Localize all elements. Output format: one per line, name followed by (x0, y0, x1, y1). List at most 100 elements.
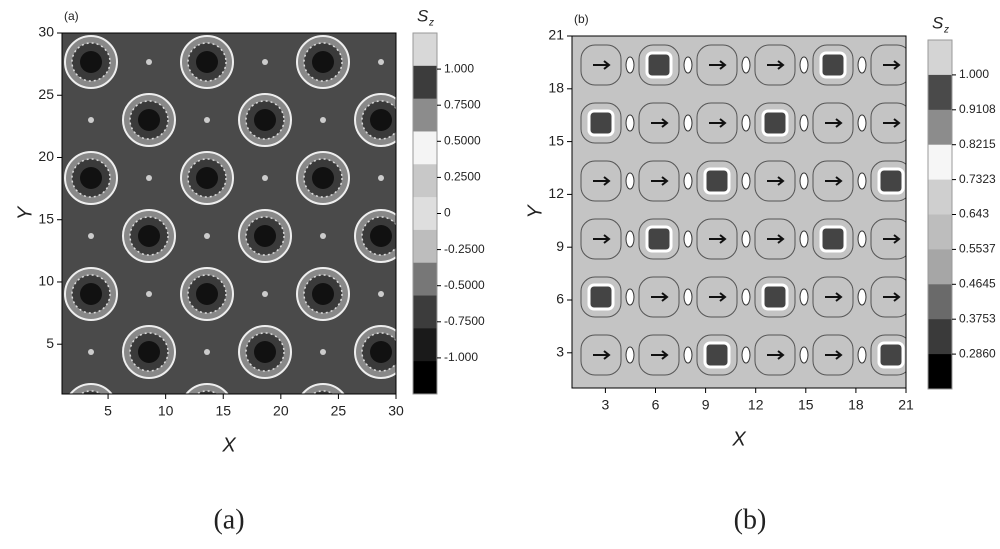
texture-arrow (767, 60, 785, 70)
colorbar-band (413, 295, 437, 329)
texture-cell (870, 334, 906, 376)
y-tick-label: 15 (548, 132, 564, 148)
colorbar-band (928, 214, 952, 250)
texture-cell (638, 160, 680, 202)
texture-arrow (767, 409, 783, 417)
colorbar-band (928, 284, 952, 320)
texture-cell (812, 334, 854, 376)
texture-dot (88, 349, 94, 355)
colorbar-subscript: z (943, 25, 949, 36)
texture-dot (378, 407, 384, 413)
texture-cell (754, 102, 796, 144)
colorbar-title: S (932, 13, 944, 32)
texture-core (80, 167, 102, 189)
plot-background (62, 33, 396, 394)
colorbar-band (413, 65, 437, 100)
texture-ring (195, 390, 219, 394)
x-tick-label: 20 (273, 403, 289, 419)
texture-cell (638, 334, 680, 376)
texture-blob (916, 347, 924, 363)
texture-arrow (593, 234, 611, 244)
plot-background (572, 36, 906, 388)
texture-blob (741, 172, 751, 190)
caption: (b) (734, 504, 767, 535)
texture-blob (857, 288, 867, 306)
texture-square (703, 341, 731, 369)
texture-dot (204, 349, 210, 355)
y-tick-label: 15 (38, 210, 54, 226)
texture-arrow (825, 118, 843, 128)
plot-frame (571, 35, 907, 389)
texture-blob (799, 346, 809, 364)
texture-cell (929, 393, 969, 433)
texture-square (877, 167, 905, 195)
texture-cell (638, 102, 680, 144)
colorbar-label: 0.7323 (959, 172, 996, 186)
texture-core (370, 225, 392, 247)
colorbar-label: 0.4645 (959, 276, 996, 290)
texture-dot (88, 233, 94, 239)
texture-core (196, 283, 218, 305)
colorbar-label: -0.5000 (444, 278, 485, 292)
texture-core (196, 51, 218, 73)
colorbar-band (928, 40, 952, 76)
texture-cell (812, 218, 854, 260)
texture-cell (870, 160, 906, 202)
texture-square (587, 283, 615, 311)
texture-blob (916, 115, 924, 131)
texture-square (761, 109, 789, 137)
colorbar-label: 1.000 (959, 67, 989, 81)
panel-label: (b) (574, 12, 589, 26)
texture-cell (870, 218, 906, 260)
x-axis-label: X (221, 434, 236, 456)
texture-arrow (825, 409, 841, 417)
texture-core (80, 399, 102, 421)
texture-dot (262, 407, 268, 413)
texture-dot (262, 59, 268, 65)
y-tick-label: 6 (556, 291, 564, 307)
texture-core (370, 109, 392, 131)
colorbar-band (413, 328, 437, 362)
texture-arrow (709, 60, 727, 70)
texture-cell (870, 44, 906, 86)
texture-cell (580, 160, 622, 202)
texture-core (80, 283, 102, 305)
x-tick-label: 6 (652, 397, 660, 413)
x-tick-label: 15 (215, 403, 231, 419)
colorbar-label: 0.9108 (959, 102, 996, 116)
texture-blob (741, 114, 751, 132)
texture-arrow (825, 350, 843, 360)
texture-arrow (593, 176, 611, 186)
texture-square (877, 341, 905, 369)
texture-dot (146, 175, 152, 181)
texture-cell (638, 218, 680, 260)
texture-blob (799, 288, 809, 306)
texture-cell (754, 44, 796, 86)
texture-blob (857, 230, 867, 248)
texture-dot (88, 117, 94, 123)
texture-blob (625, 172, 635, 190)
texture-cell (812, 276, 854, 318)
texture-cell (696, 160, 738, 202)
texture-cell (696, 44, 738, 86)
plot-frame (61, 32, 397, 395)
texture-ring (311, 390, 335, 394)
texture-cell (580, 44, 622, 86)
colorbar-band (413, 164, 437, 198)
texture (580, 44, 969, 433)
texture-cell (870, 102, 906, 144)
y-tick-label: 9 (556, 238, 564, 254)
texture-blob (741, 346, 751, 364)
colorbar-label: 0.7500 (444, 97, 481, 111)
y-tick-label: 12 (548, 185, 564, 201)
y-tick-label: 25 (38, 86, 54, 102)
texture-cell (696, 218, 738, 260)
colorbar-label: 0.8215 (959, 137, 996, 151)
texture-core (254, 341, 276, 363)
texture-arrow (767, 350, 785, 360)
colorbar-label: -1.000 (444, 350, 478, 364)
colorbar-title: S (417, 6, 429, 25)
texture-blob (741, 230, 751, 248)
texture-core (312, 167, 334, 189)
texture-core (254, 225, 276, 247)
